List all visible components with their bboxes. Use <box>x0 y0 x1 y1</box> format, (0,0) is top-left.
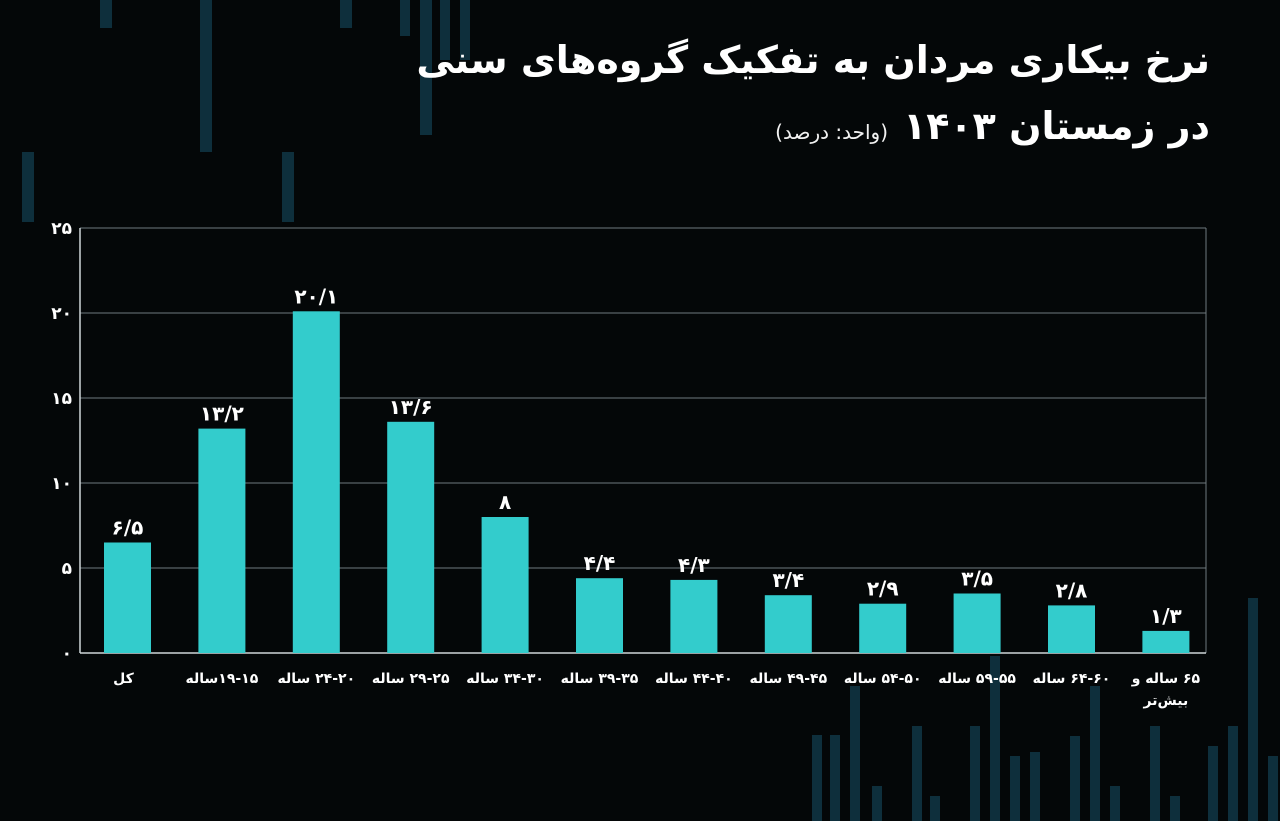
x-category-label: ۲۹-۲۵ ساله <box>372 671 450 687</box>
x-category-label: ۳۹-۳۵ ساله <box>561 671 639 687</box>
x-category-label: ۳۴-۳۰ ساله <box>466 671 544 687</box>
bar <box>1048 605 1095 653</box>
decor-bar <box>1248 598 1258 821</box>
chart-title: نرخ بیکاری مردان به تفکیک گروه‌های سنی <box>416 38 1210 82</box>
y-tick-label: ۱۵ <box>51 389 72 409</box>
bar-value-label: ۲/۹ <box>867 577 899 601</box>
bar <box>198 428 246 653</box>
bar <box>576 578 623 653</box>
x-category-label-line2: بیش‌تر <box>1143 693 1189 709</box>
bar-value-label: ۴/۴ <box>584 551 616 575</box>
decor-bar <box>850 686 860 821</box>
subtitle-row: در زمستان ۱۴۰۳ (واحد: درصد) <box>775 104 1210 148</box>
decor-bar <box>990 656 1000 821</box>
decor-bar <box>1170 796 1180 821</box>
y-tick-label: ۲۰ <box>51 304 72 324</box>
x-category-label: ۲۴-۲۰ ساله <box>277 671 355 687</box>
x-category-label: ۶۵ ساله و <box>1131 671 1201 687</box>
x-category-label: ۴۹-۴۵ ساله <box>749 671 827 687</box>
decor-bar <box>1268 756 1278 821</box>
bar <box>764 595 812 653</box>
decor-bar <box>1150 726 1160 821</box>
decor-bar <box>22 152 34 222</box>
decor-bar <box>420 0 432 135</box>
decor-bar <box>1228 726 1238 821</box>
decor-bar <box>340 0 352 28</box>
decor-bar <box>912 726 922 821</box>
decor-bar <box>1030 752 1040 821</box>
decor-bar <box>1070 736 1080 821</box>
y-tick-label: ۵ <box>62 559 72 579</box>
y-tick-label: ۲۵ <box>51 219 72 239</box>
decor-bar <box>970 726 980 821</box>
decor-bar <box>282 152 294 222</box>
decor-bar <box>1110 786 1120 821</box>
bar <box>859 603 907 653</box>
y-tick-label: ۰ <box>62 644 72 664</box>
unit-note: (واحد: درصد) <box>775 120 888 144</box>
x-category-label: ۶۴-۶۰ ساله <box>1033 671 1111 687</box>
decor-bar <box>400 0 410 36</box>
decor-bar <box>200 0 212 152</box>
x-category-label: ۵۴-۵۰ ساله <box>844 671 922 687</box>
bar <box>292 311 340 653</box>
bar <box>481 517 529 653</box>
bar <box>953 593 1001 653</box>
bar-value-label: ۶/۵ <box>112 516 144 540</box>
x-category-label: ۴۴-۴۰ ساله <box>655 671 733 687</box>
bar-value-label: ۱/۳ <box>1150 604 1182 628</box>
bar <box>387 421 435 653</box>
decor-bar <box>460 0 470 60</box>
y-tick-label: ۱۰ <box>51 474 72 494</box>
decor-bar <box>1090 686 1100 821</box>
decor-bar <box>872 786 882 821</box>
decor-bar <box>812 735 822 821</box>
decor-bar <box>440 0 450 60</box>
bar-value-label: ۲۰/۱ <box>294 284 338 308</box>
decor-bar <box>830 735 840 821</box>
x-category-label: ۱۹-۱۵ساله <box>186 671 259 687</box>
decor-bar <box>100 0 112 28</box>
decor-bar <box>1010 756 1020 821</box>
x-category-label: ۵۹-۵۵ ساله <box>938 671 1016 687</box>
bar-value-label: ۱۳/۲ <box>200 402 244 426</box>
bar-value-label: ۴/۳ <box>678 553 710 577</box>
chart-subtitle: در زمستان ۱۴۰۳ <box>903 104 1210 148</box>
bar <box>104 542 151 653</box>
bar-value-label: ۲/۸ <box>1056 578 1088 602</box>
bar <box>1142 630 1190 653</box>
bar-value-label: ۸ <box>499 490 511 514</box>
bar-value-label: ۱۳/۶ <box>389 395 433 419</box>
bar <box>670 579 718 653</box>
decor-bar <box>1208 746 1218 821</box>
bar-value-label: ۳/۵ <box>961 567 993 591</box>
decor-bar <box>930 796 940 821</box>
x-category-label: کل <box>113 671 134 687</box>
bar-value-label: ۳/۴ <box>772 568 804 592</box>
